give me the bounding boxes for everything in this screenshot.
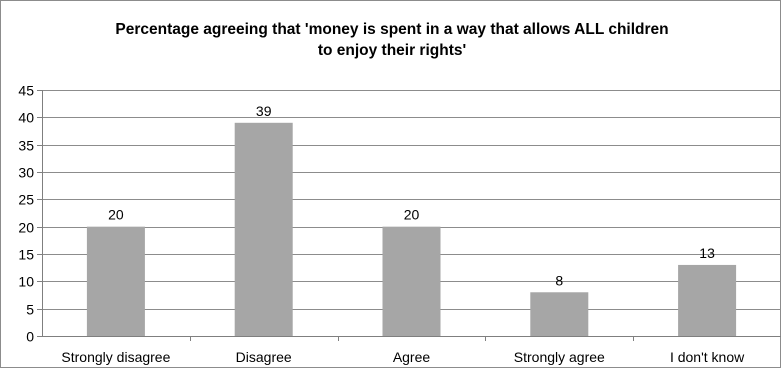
bar-strongly-disagree	[86, 226, 145, 336]
y-tick-label-15: 15	[18, 247, 34, 263]
y-tick-label-35: 35	[18, 138, 34, 154]
y-tick-label-0: 0	[26, 329, 34, 345]
axes	[37, 90, 781, 341]
bar-strongly-agree	[530, 292, 589, 336]
data-label-i-don-t-know: 13	[699, 245, 715, 261]
x-tick-label-strongly-disagree: Strongly disagree	[61, 349, 170, 365]
x-tick-label-i-don-t-know: I don't know	[670, 349, 745, 365]
chart-title-line-2: to enjoy their rights'	[317, 42, 467, 59]
y-tick-label-25: 25	[18, 192, 34, 208]
bar-agree	[382, 226, 441, 336]
y-tick-label-40: 40	[18, 110, 34, 126]
y-tick-label-30: 30	[18, 165, 34, 181]
x-tick-label-agree: Agree	[393, 349, 431, 365]
y-tick-label-10: 10	[18, 274, 34, 290]
data-label-strongly-agree: 8	[555, 272, 563, 288]
bars	[86, 122, 737, 336]
x-tick-label-strongly-agree: Strongly agree	[514, 349, 605, 365]
chart-title: Percentage agreeing that 'money is spent…	[41, 19, 743, 61]
y-tick-label-20: 20	[18, 220, 34, 236]
data-label-disagree: 39	[256, 103, 272, 119]
bar-i-don-t-know	[678, 264, 737, 336]
labels: 0 5 10 15 20 25 30 35 40 45 20 Strongly disagree 39 D…	[18, 83, 745, 366]
y-tick-label-5: 5	[26, 302, 34, 318]
data-label-strongly-disagree: 20	[108, 207, 124, 223]
y-tick-label-45: 45	[18, 83, 34, 99]
data-label-agree: 20	[404, 207, 420, 223]
chart-title-line-1: Percentage agreeing that 'money is spent…	[115, 21, 669, 38]
bar-disagree	[234, 122, 293, 336]
x-tick-label-disagree: Disagree	[236, 349, 292, 365]
